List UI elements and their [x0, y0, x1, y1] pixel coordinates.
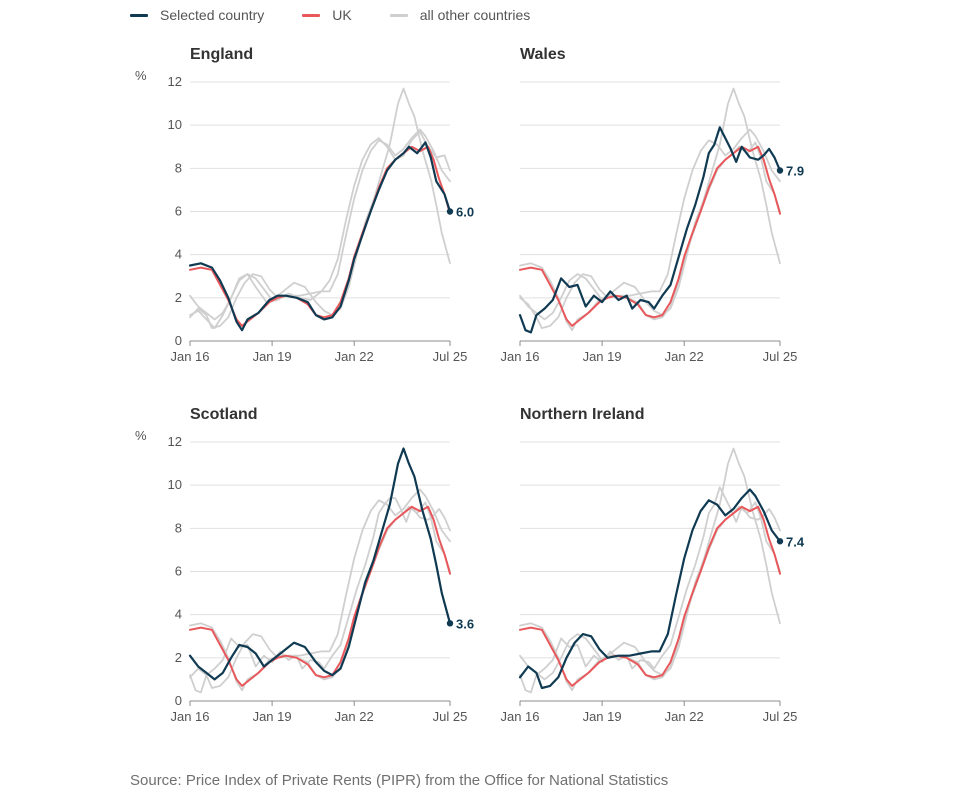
x-tick-label: Jan 16	[500, 349, 539, 364]
x-tick-label: Jul 25	[763, 349, 798, 364]
x-tick-label: Jan 22	[335, 709, 374, 724]
series-line-other-scotland	[189, 488, 451, 689]
end-value-label: 7.4	[786, 534, 805, 549]
series-line-uk-england	[189, 145, 451, 327]
y-tick-label: 10	[168, 477, 182, 492]
end-value-label: 3.6	[456, 616, 474, 631]
series-line-selected-england	[188, 141, 452, 332]
chart-legend: Selected country UK all other countries	[130, 7, 568, 23]
x-tick-label: Jul 25	[433, 349, 468, 364]
y-tick-label: 10	[168, 117, 182, 132]
y-tick-label: 12	[168, 434, 182, 449]
x-tick-label: Jan 19	[253, 709, 292, 724]
series-line-uk-wales	[519, 145, 781, 327]
series-line-selected-wales	[518, 126, 782, 334]
end-value-label: 6.0	[456, 205, 474, 220]
x-tick-label: Jan 19	[253, 349, 292, 364]
y-tick-label: 8	[175, 160, 182, 175]
y-tick-label: 4	[175, 247, 182, 262]
x-tick-label: Jan 19	[583, 709, 622, 724]
legend-swatch-selected	[130, 13, 148, 17]
x-tick-label: Jan 16	[170, 709, 209, 724]
end-point-marker	[776, 167, 784, 174]
panel-title-scotland: Scotland	[190, 406, 258, 423]
y-tick-label: 12	[168, 74, 182, 89]
y-tick-label: 4	[175, 607, 182, 622]
legend-item-others: all other countries	[389, 7, 531, 23]
legend-label-uk: UK	[332, 7, 352, 23]
series-line-uk-northern-ireland	[519, 505, 781, 687]
x-tick-label: Jan 22	[335, 349, 374, 364]
series-line-selected-scotland	[188, 447, 452, 681]
x-tick-label: Jan 16	[170, 349, 209, 364]
y-unit-label-top: %	[135, 68, 147, 83]
legend-label-selected: Selected country	[160, 7, 265, 23]
series-line-selected-northern-ireland	[518, 488, 782, 690]
legend-swatch-others	[389, 13, 408, 17]
y-tick-label: 0	[175, 693, 182, 708]
x-tick-label: Jul 25	[763, 709, 798, 724]
end-point-marker	[446, 208, 454, 215]
y-tick-label: 6	[175, 564, 182, 579]
series-line-other-england	[189, 128, 451, 329]
source-note: Source: Price Index of Private Rents (PI…	[130, 772, 669, 789]
y-tick-label: 8	[175, 520, 182, 535]
legend-item-uk: UK	[302, 7, 352, 23]
legend-item-selected: Selected country	[130, 7, 264, 23]
y-tick-label: 2	[175, 290, 182, 305]
end-value-label: 7.9	[786, 163, 804, 178]
y-tick-label: 6	[175, 204, 182, 219]
x-tick-label: Jan 19	[583, 349, 622, 364]
series-line-other-northern-ireland	[519, 486, 781, 694]
y-tick-label: 0	[175, 333, 182, 348]
x-tick-label: Jan 22	[665, 709, 704, 724]
panel-title-wales: Wales	[520, 46, 566, 63]
series-line-other-england	[189, 130, 451, 329]
y-unit-label-bottom: %	[135, 428, 147, 443]
legend-swatch-uk	[302, 13, 321, 17]
x-tick-label: Jul 25	[433, 709, 468, 724]
panel-title-northern-ireland: Northern Ireland	[520, 406, 645, 423]
x-tick-label: Jan 22	[665, 349, 704, 364]
legend-label-others: all other countries	[419, 7, 531, 23]
x-tick-label: Jan 16	[500, 709, 539, 724]
series-line-other-wales	[519, 128, 781, 329]
series-line-other-scotland	[189, 497, 451, 694]
end-point-marker	[446, 620, 454, 627]
series-line-other-england	[189, 87, 451, 321]
end-point-marker	[776, 538, 784, 545]
y-tick-label: 2	[175, 650, 182, 665]
panel-title-england: England	[190, 46, 254, 63]
